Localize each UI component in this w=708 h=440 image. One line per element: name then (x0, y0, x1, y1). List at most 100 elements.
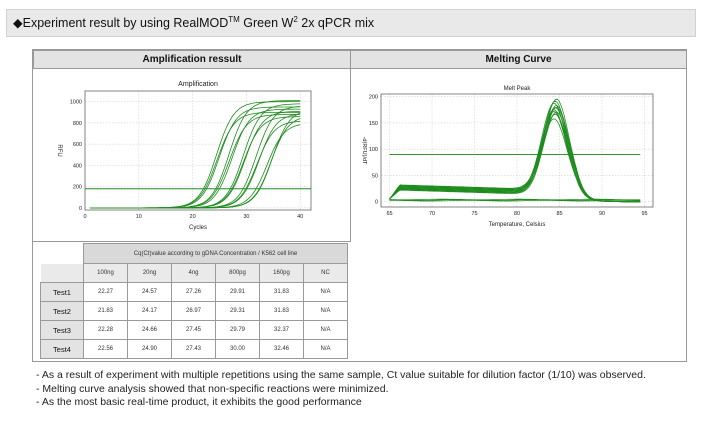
row-label: Test2 (40, 301, 84, 321)
y-tick-label: 100 (369, 147, 378, 153)
amplification-curve (90, 103, 301, 209)
y-axis-label: RFU (56, 144, 62, 156)
table-row: Test4 22.56 24.90 27.43 30.00 32.46 N/A (40, 339, 348, 359)
x-tick-label: 20 (190, 214, 196, 220)
x-tick-label: 70 (429, 211, 435, 217)
amplification-curve (90, 100, 301, 209)
note-item: - As a result of experiment with multipl… (36, 369, 646, 381)
row-label: Test4 (40, 339, 84, 359)
column-header: 20ng (127, 263, 172, 283)
x-tick-label: 65 (386, 211, 392, 217)
column-header: 4ng (171, 263, 216, 283)
melt-baseline-curve (389, 200, 641, 202)
table-cell: 31.83 (259, 282, 304, 302)
note-item: - Melting curve analysis showed that non… (36, 382, 389, 395)
table-cell: 21.83 (83, 301, 128, 321)
table-cell: 24.66 (127, 320, 172, 340)
table-row: Test1 22.27 24.57 27.26 29.91 31.83 N/A (40, 282, 348, 302)
amplification-curve (90, 118, 301, 209)
x-tick-label: 0 (83, 214, 86, 220)
table-cell: N/A (303, 301, 348, 321)
table-cell: N/A (303, 282, 348, 302)
amplification-curve (90, 116, 301, 209)
x-axis-label: Cycles (189, 225, 207, 231)
table-cell: 22.27 (83, 282, 128, 302)
plot-frame (84, 90, 312, 211)
table-cell: 24.90 (127, 339, 172, 359)
chart-title: Melt Peak (504, 86, 532, 92)
column-header: 800pg (215, 263, 260, 283)
melt-baseline-curve (389, 199, 641, 201)
plot-frame (380, 93, 654, 208)
melt-baseline-curve (389, 198, 641, 201)
table-cell: 32.46 (259, 339, 304, 359)
table-cell: N/A (303, 320, 348, 340)
x-tick-label: 30 (243, 214, 249, 220)
table-corner (40, 263, 84, 283)
y-tick-label: 0 (79, 206, 82, 212)
y-tick-label: 150 (369, 121, 378, 127)
amplification-panel-title: Amplification ressult (33, 50, 351, 69)
row-label: Test3 (40, 320, 84, 340)
y-tick-label: 800 (73, 121, 82, 127)
x-tick-label: 40 (297, 214, 303, 220)
section-title: ◆Experiment result by using RealMODTM Gr… (13, 15, 375, 31)
table-cell: 32.37 (259, 320, 304, 340)
note-item: - As the most basic real-time product, i… (36, 396, 362, 408)
table-cell: 29.31 (215, 301, 260, 321)
table-cell: 29.91 (215, 282, 260, 302)
column-header: 100ng (83, 263, 128, 283)
table-cell: 27.43 (171, 339, 216, 359)
table-cell: 26.97 (171, 301, 216, 321)
x-tick-label: 85 (556, 211, 562, 217)
y-tick-label: 400 (73, 163, 82, 169)
x-tick-label: 75 (471, 211, 477, 217)
row-label: Test1 (40, 282, 84, 302)
table-cell: N/A (303, 339, 348, 359)
table-cell: 27.45 (171, 320, 216, 340)
y-tick-label: 0 (375, 200, 378, 206)
table-cell: 22.28 (83, 320, 128, 340)
panel-divider (350, 50, 351, 242)
table-corner (41, 244, 84, 264)
table-header-row: 100ng 20ng 4ng 800pg 160pg NC (40, 263, 348, 283)
left-panel-bottom-rule (33, 241, 351, 242)
results-frame: Amplification ressult Melting Curve (32, 49, 687, 362)
table-cell: 22.56 (83, 339, 128, 359)
y-tick-label: 50 (372, 173, 378, 179)
table-cell: 29.79 (215, 320, 260, 340)
amplification-curve (90, 106, 301, 209)
x-tick-label: 10 (136, 214, 142, 220)
y-axis-label: -d(RFU)/dT (361, 137, 367, 165)
table-cell: 24.17 (127, 301, 172, 321)
x-tick-label: 90 (599, 211, 605, 217)
amplification-curve (90, 112, 301, 209)
table-row: Test2 21.83 24.17 26.97 29.31 31.83 N/A (40, 301, 348, 321)
y-tick-label: 200 (73, 185, 82, 191)
amplification-curve (90, 120, 301, 209)
amplification-curve (90, 108, 301, 209)
chart-title: Amplification (178, 81, 218, 88)
notes-list: - As a result of experiment with multipl… (36, 369, 646, 410)
x-axis-label: Temperature, Celsius (489, 222, 546, 228)
section-header: ◆Experiment result by using RealMODTM Gr… (6, 9, 696, 37)
x-tick-label: 80 (514, 211, 520, 217)
amplification-curve (90, 111, 301, 209)
table-row: Test3 22.28 24.66 27.45 29.79 32.37 N/A (40, 320, 348, 340)
table-cell: 24.57 (127, 282, 172, 302)
table-cell: 27.26 (171, 282, 216, 302)
column-header: 160pg (259, 263, 304, 283)
table-cell: 30.00 (215, 339, 260, 359)
y-tick-label: 600 (73, 142, 82, 148)
y-tick-label: 200 (369, 95, 378, 101)
y-tick-label: 1000 (70, 100, 82, 106)
melting-panel-title: Melting Curve (350, 50, 687, 69)
x-tick-label: 95 (641, 211, 647, 217)
table-caption: Cq(Ct)value according to gDNA Concentrat… (83, 243, 348, 264)
amplification-curve (90, 106, 301, 209)
table-cell: 31.83 (259, 301, 304, 321)
melting-curve-chart: Melt Peak 65 70 75 80 85 90 95 0 50 100 150 200 Tempe… (361, 86, 654, 228)
ct-value-table: Cq(Ct)value according to gDNA Concentrat… (40, 243, 348, 359)
column-header: NC (303, 263, 348, 283)
